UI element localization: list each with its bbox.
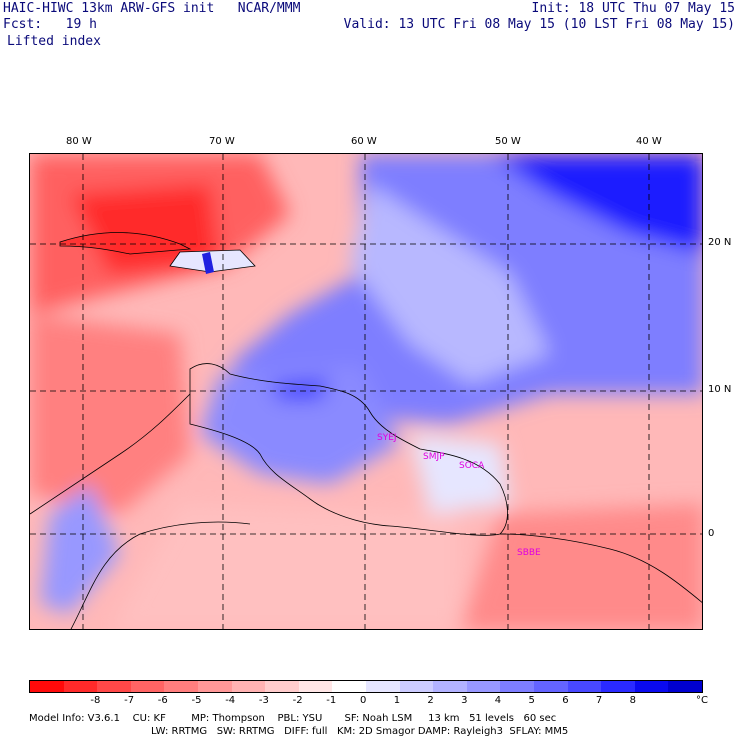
model-info-line1: Model Info: V3.6.1 CU: KF MP: Thompson P… xyxy=(29,713,557,724)
colorbar-tick-label: -5 xyxy=(191,695,202,706)
lat-label-10n: 10 N xyxy=(708,384,732,395)
colorbar-swatch xyxy=(197,681,232,692)
colorbar-tick-label: 4 xyxy=(494,695,502,706)
colorbar-swatch xyxy=(433,681,467,692)
colorbar-tick-label: -1 xyxy=(326,695,337,706)
colorbar-tick-label: -2 xyxy=(292,695,303,706)
colorbar-swatch xyxy=(97,681,131,692)
init-time: Init: 18 UTC Thu 07 May 15 xyxy=(531,1,736,16)
forecast-hour: Fcst: 19 h xyxy=(3,17,97,32)
model-title: HAIC-HIWC 13km ARW-GFS init NCAR/MMM xyxy=(3,1,301,16)
colorbar-swatch xyxy=(500,681,534,692)
colorbar-swatch xyxy=(298,681,333,692)
lon-label-70w: 70 W xyxy=(209,136,235,147)
city-label: SBBE xyxy=(517,548,541,558)
colorbar-tick-label: 8 xyxy=(629,695,636,706)
colorbar-swatch xyxy=(567,681,602,692)
colorbar-swatch xyxy=(601,681,635,692)
city-label: SMJP xyxy=(423,452,445,462)
colorbar-tick-label: 2 xyxy=(427,695,434,706)
colorbar-tick-label: 5 xyxy=(528,695,535,706)
valid-time: Valid: 13 UTC Fri 08 May 15 (10 LST Fri … xyxy=(343,17,735,32)
colorbar-swatch xyxy=(466,681,501,692)
colorbar-swatch xyxy=(231,681,266,692)
colorbar-tick-label: -8 xyxy=(90,695,101,706)
model-info-line2: LW: RRTMG SW: RRTMG DIFF: full KM: 2D Sm… xyxy=(151,726,569,737)
colorbar-swatch xyxy=(164,681,198,692)
lon-label-80w: 80 W xyxy=(66,136,92,147)
lon-label-50w: 50 W xyxy=(495,136,521,147)
colorbar-tick-label: -6 xyxy=(157,695,168,706)
colorbar-tick-label: 0 xyxy=(360,695,367,706)
colorbar-unit: °C xyxy=(696,695,708,706)
city-label: SYEJ xyxy=(377,433,397,443)
colorbar-tick-label: -4 xyxy=(225,695,236,706)
lon-label-40w: 40 W xyxy=(636,136,662,147)
colorbar-tick-label: 6 xyxy=(562,695,569,706)
map-canvas xyxy=(30,154,702,629)
colorbar-swatch xyxy=(63,681,98,692)
colorbar xyxy=(29,680,703,693)
field-name: Lifted index xyxy=(7,34,101,49)
colorbar-swatch xyxy=(634,681,669,692)
colorbar-tick-label: 7 xyxy=(595,695,603,706)
lat-label-0: 0 xyxy=(708,528,715,539)
lifted-index-map xyxy=(29,153,703,630)
colorbar-swatch xyxy=(533,681,568,692)
lon-label-60w: 60 W xyxy=(351,136,377,147)
colorbar-swatch xyxy=(365,681,400,692)
colorbar-tick-label: -3 xyxy=(258,695,269,706)
colorbar-swatch xyxy=(399,681,434,692)
colorbar-swatch xyxy=(332,681,366,692)
colorbar-tick-label: 3 xyxy=(461,695,468,706)
lat-label-20n: 20 N xyxy=(708,237,732,248)
colorbar-swatch xyxy=(30,681,64,692)
colorbar-swatch xyxy=(668,681,702,692)
city-label: SOCA xyxy=(459,461,485,471)
colorbar-tick-label: 1 xyxy=(393,695,401,706)
colorbar-swatch xyxy=(130,681,165,692)
colorbar-tick-label: -7 xyxy=(124,695,135,706)
colorbar-swatch xyxy=(265,681,299,692)
